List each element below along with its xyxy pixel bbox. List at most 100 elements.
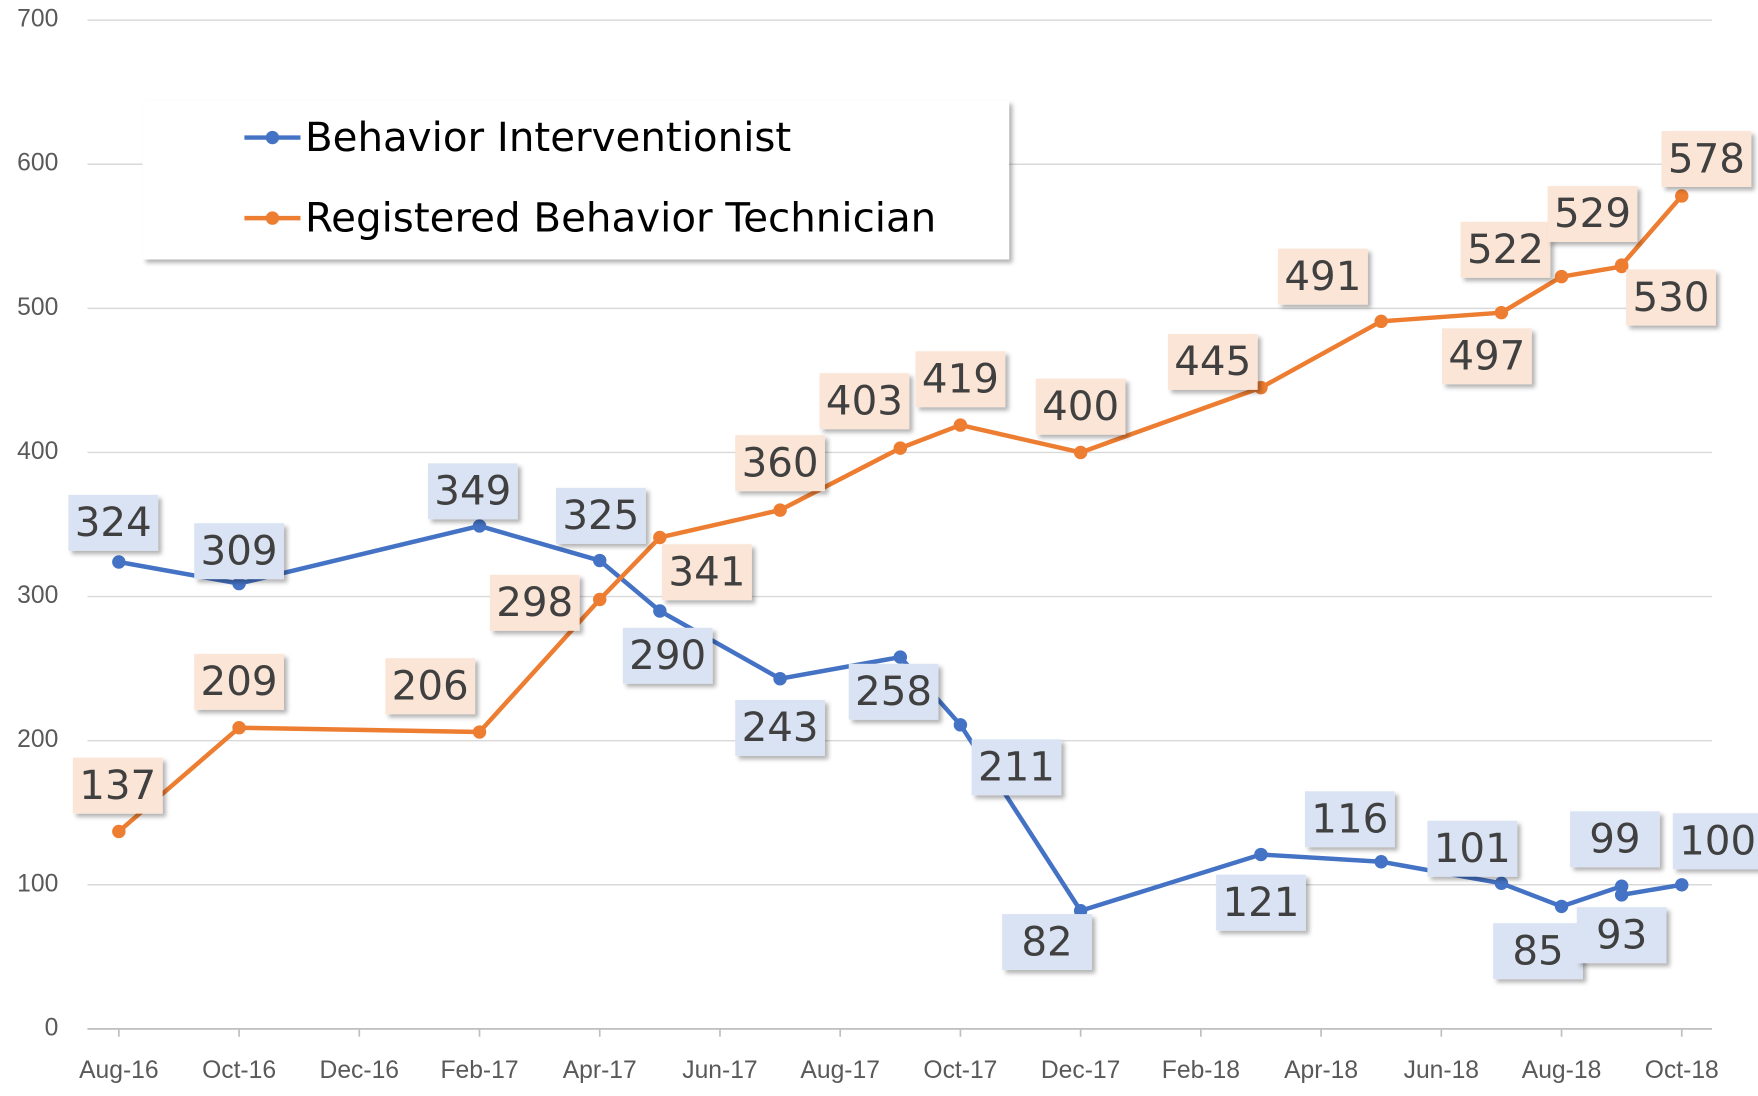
data-label: 209 (201, 658, 278, 705)
data-label-box (1002, 914, 1092, 971)
point-marker (1374, 855, 1388, 869)
x-tick-label: Apr-18 (1284, 1057, 1358, 1084)
data-label-box (1547, 186, 1638, 242)
data-label-box (1167, 333, 1258, 390)
data-label-box (556, 487, 646, 544)
data-label: 400 (1042, 383, 1119, 430)
point-marker (472, 519, 487, 533)
x-tick-label: Aug-16 (79, 1057, 159, 1084)
data-label-box (1460, 221, 1551, 278)
data-label-box (1493, 923, 1583, 980)
x-tick-label: Feb-17 (440, 1057, 518, 1084)
data-label: 206 (392, 662, 469, 709)
point-marker (1554, 269, 1569, 284)
y-tick-label: 600 (17, 150, 58, 177)
point-marker (893, 650, 908, 664)
data-label-box (489, 574, 580, 631)
data-label-box (735, 435, 825, 492)
series-line (118, 523, 1683, 913)
data-label: 491 (1284, 253, 1361, 300)
point-marker (1494, 305, 1509, 320)
point-marker (472, 725, 487, 739)
data-label: 137 (79, 762, 156, 809)
point-marker (1374, 314, 1388, 329)
point-marker (653, 604, 667, 618)
data-label-box (427, 463, 518, 520)
point-marker (1614, 258, 1629, 272)
data-label-box (1570, 811, 1660, 868)
data-label: 116 (1311, 796, 1388, 843)
point-marker (893, 441, 908, 455)
point-marker (953, 418, 968, 432)
data-label: 85 (1512, 927, 1563, 974)
data-label-box (1661, 131, 1752, 187)
point-marker (593, 592, 607, 607)
data-label: 101 (1434, 825, 1511, 872)
point-marker (1675, 878, 1689, 892)
data-label: 309 (201, 527, 278, 574)
point-marker (593, 553, 607, 568)
x-tick-label: Dec-17 (1041, 1057, 1120, 1084)
data-label: 578 (1668, 135, 1745, 182)
y-tick-label: 700 (17, 6, 58, 33)
data-label: 100 (1679, 817, 1756, 864)
data-label-box (1626, 269, 1716, 326)
point-marker (1494, 876, 1509, 891)
data-label-box (819, 373, 910, 430)
data-label-box (385, 658, 476, 715)
x-tick-label: Feb-18 (1162, 1057, 1240, 1084)
legend-marker (265, 130, 280, 145)
y-tick-label: 400 (17, 438, 58, 465)
x-tick-label: Aug-18 (1522, 1057, 1602, 1084)
point-marker (953, 718, 968, 732)
x-tick-label: Oct-16 (202, 1057, 276, 1084)
point-marker (1073, 445, 1088, 460)
data-label-box (1427, 820, 1518, 877)
data-label: 325 (562, 492, 639, 539)
data-label: 341 (668, 548, 745, 595)
y-tick-label: 500 (17, 294, 58, 321)
legend-box (142, 100, 1010, 260)
point-marker (232, 720, 246, 735)
x-tick-label: Dec-16 (320, 1057, 399, 1084)
data-label-box (194, 653, 284, 710)
data-label-box (915, 351, 1006, 408)
legend-label: Behavior Interventionist (305, 114, 791, 161)
series-line (117, 194, 1684, 834)
y-tick-label: 0 (45, 1014, 59, 1041)
data-label: 93 (1596, 911, 1647, 958)
point-marker (773, 672, 787, 686)
data-label: 121 (1222, 879, 1299, 926)
data-label: 419 (922, 355, 999, 402)
data-label: 497 (1448, 333, 1525, 380)
point-marker (1614, 888, 1629, 902)
data-label-box (1035, 378, 1126, 435)
data-label-box (662, 544, 752, 601)
data-label: 290 (629, 632, 706, 679)
point-marker (653, 530, 667, 545)
point-marker (232, 576, 246, 591)
data-label: 298 (496, 579, 573, 626)
point-marker (1254, 847, 1268, 862)
data-label-box (971, 739, 1062, 796)
x-tick-label: Aug-17 (800, 1057, 880, 1084)
y-tick-label: 200 (17, 726, 58, 753)
data-label: 243 (742, 704, 819, 751)
x-tick-label: Oct-17 (923, 1057, 997, 1084)
x-tick-label: Oct-18 (1645, 1057, 1719, 1084)
data-label: 445 (1174, 338, 1251, 385)
y-tick-label: 300 (17, 582, 58, 609)
data-labels: 324 309 349 325 290 243 258 211 82 121 116 101 85 99 9… (68, 131, 1758, 980)
plot (112, 189, 1689, 918)
x-tick-label: Jun-17 (682, 1057, 757, 1084)
data-label-box (68, 494, 159, 551)
point-marker (112, 555, 126, 569)
data-label: 349 (434, 468, 511, 515)
x-tick-label: Jun-18 (1404, 1057, 1479, 1084)
point-marker (1554, 899, 1569, 914)
data-label: 522 (1467, 226, 1544, 273)
data-label-box (1576, 907, 1667, 964)
data-label-box (848, 663, 939, 720)
